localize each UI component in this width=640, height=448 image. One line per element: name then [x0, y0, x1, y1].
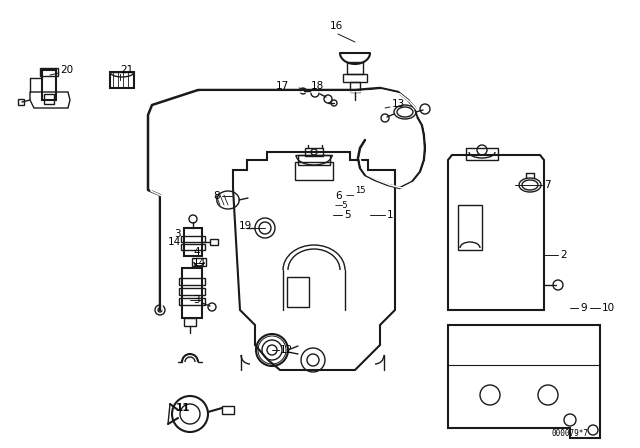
- Text: 18: 18: [311, 81, 324, 91]
- Bar: [305, 148, 323, 156]
- Text: —: —: [346, 191, 355, 201]
- Bar: [287, 277, 309, 307]
- Bar: [44, 94, 54, 104]
- Bar: [40, 68, 58, 76]
- Text: 19: 19: [239, 221, 252, 231]
- Bar: [18, 99, 24, 105]
- Text: 000079*7: 000079*7: [552, 429, 589, 438]
- Text: 5: 5: [344, 210, 351, 220]
- Bar: [192, 258, 206, 266]
- Text: 21: 21: [120, 65, 133, 75]
- Bar: [179, 278, 205, 285]
- Text: 14: 14: [193, 258, 206, 268]
- Text: 14: 14: [168, 237, 181, 247]
- Text: 11: 11: [175, 403, 190, 413]
- Bar: [295, 162, 333, 180]
- Text: 4: 4: [193, 247, 200, 257]
- Text: 8: 8: [213, 191, 220, 201]
- Text: 20: 20: [60, 65, 73, 75]
- Text: 3: 3: [174, 229, 181, 239]
- Text: —: —: [193, 258, 204, 268]
- Text: —5: —5: [335, 201, 349, 210]
- Bar: [343, 74, 367, 82]
- Bar: [222, 406, 234, 414]
- Bar: [110, 72, 134, 88]
- Bar: [182, 268, 202, 318]
- Text: 15: 15: [355, 185, 365, 194]
- Text: 7: 7: [544, 180, 550, 190]
- Bar: [466, 148, 498, 160]
- Text: 16: 16: [330, 21, 343, 31]
- Bar: [184, 318, 196, 326]
- Bar: [298, 155, 330, 165]
- Text: 13: 13: [392, 99, 405, 109]
- Text: 2: 2: [560, 250, 566, 260]
- Text: 17: 17: [276, 81, 289, 91]
- Text: 6: 6: [335, 191, 342, 201]
- Text: 10: 10: [602, 303, 615, 313]
- Bar: [210, 239, 218, 245]
- Bar: [458, 205, 482, 250]
- Bar: [179, 288, 205, 295]
- Text: 3: 3: [193, 295, 200, 305]
- Bar: [350, 82, 360, 92]
- Text: 1: 1: [387, 210, 394, 220]
- Text: 12: 12: [280, 345, 293, 355]
- Bar: [347, 62, 363, 74]
- Text: 9: 9: [580, 303, 587, 313]
- Bar: [179, 298, 205, 305]
- Bar: [42, 70, 56, 100]
- Bar: [181, 244, 205, 250]
- Bar: [181, 236, 205, 242]
- Bar: [184, 228, 202, 256]
